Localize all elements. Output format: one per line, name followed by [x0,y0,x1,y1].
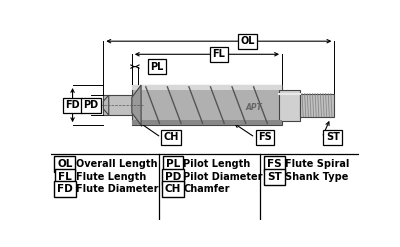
Text: ST: ST [326,132,340,143]
Text: OL: OL [240,36,254,46]
Text: PL: PL [166,159,180,169]
Polygon shape [132,85,282,90]
Text: PD: PD [164,172,181,182]
Text: Chamfer: Chamfer [184,184,230,194]
Text: PD: PD [84,100,99,110]
Text: Flute Length: Flute Length [76,172,146,182]
Text: FD: FD [57,184,73,194]
Polygon shape [132,85,141,125]
Text: Pilot Diameter: Pilot Diameter [184,172,263,182]
Text: FS: FS [258,132,272,143]
Text: Flute Diameter: Flute Diameter [76,184,158,194]
Text: CH: CH [164,184,181,194]
Text: Overall Length: Overall Length [76,159,157,169]
Text: APT: APT [245,103,262,112]
Text: PL: PL [150,62,164,72]
Text: Flute Spiral: Flute Spiral [285,159,350,169]
Polygon shape [132,85,282,125]
Polygon shape [300,94,334,117]
Text: FL: FL [58,172,72,182]
Text: ST: ST [267,172,282,182]
Text: Shank Type: Shank Type [285,172,348,182]
Text: FS: FS [267,159,282,169]
Text: CH: CH [164,132,179,143]
Text: OL: OL [57,159,72,169]
Polygon shape [132,120,282,125]
Polygon shape [103,95,138,115]
Text: Pilot Length: Pilot Length [184,159,251,169]
Text: FL: FL [212,49,225,59]
Text: FD: FD [65,100,80,110]
Polygon shape [279,90,300,121]
Polygon shape [103,95,109,115]
